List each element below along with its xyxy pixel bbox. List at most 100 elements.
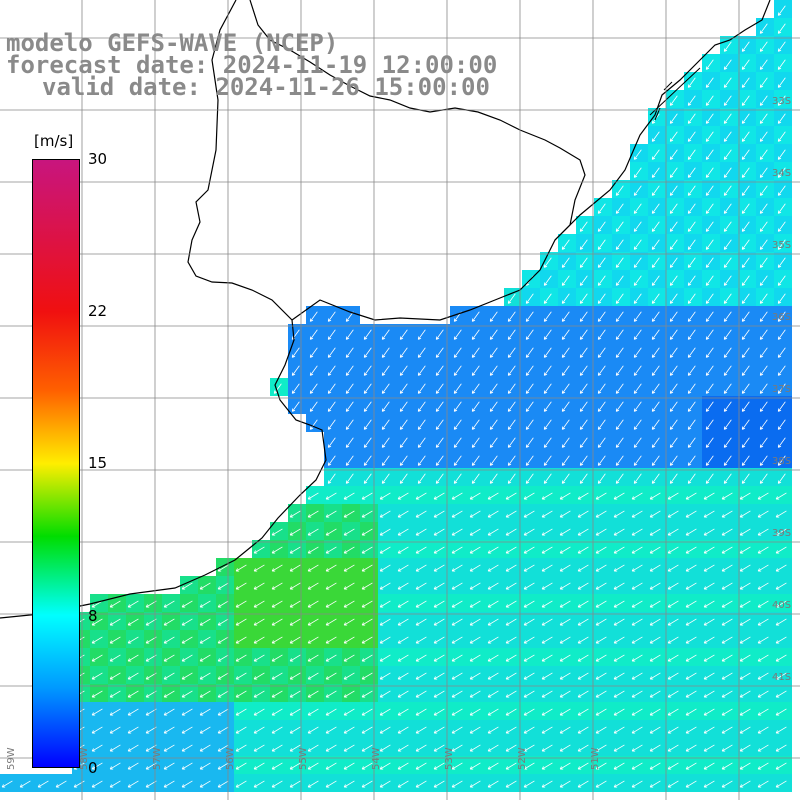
- wind-arrow: [721, 708, 733, 716]
- wind-arrow: [579, 437, 588, 448]
- coastline-uruguay: [249, 0, 586, 321]
- wind-arrow: [525, 473, 534, 484]
- wind-arrow: [687, 257, 696, 268]
- wind-arrow: [739, 492, 751, 500]
- wind-arrow: [397, 600, 409, 608]
- wind-arrow: [487, 636, 499, 644]
- wind-arrow: [597, 275, 606, 286]
- wind-arrow: [307, 510, 319, 518]
- wind-arrow: [109, 600, 121, 608]
- wind-arrow: [399, 365, 408, 376]
- wind-arrow: [289, 618, 301, 626]
- wind-arrow: [343, 582, 355, 590]
- wind-arrow: [345, 401, 354, 412]
- wind-arrow: [703, 618, 715, 626]
- wind-arrow: [561, 437, 570, 448]
- wind-arrow: [685, 564, 697, 572]
- wind-arrow: [669, 293, 678, 304]
- wind-arrow: [741, 41, 750, 52]
- wind-arrow: [469, 618, 481, 626]
- wind-arrow: [451, 636, 463, 644]
- wind-arrow: [489, 383, 498, 394]
- wind-arrow: [289, 636, 301, 644]
- wind-arrow: [415, 636, 427, 644]
- wind-arrow: [397, 780, 409, 788]
- wind-arrow: [163, 618, 175, 626]
- wind-arrow: [667, 546, 679, 554]
- wind-arrow: [723, 473, 732, 484]
- wind-arrow: [91, 618, 103, 626]
- wind-arrow: [669, 419, 678, 430]
- wind-arrow: [379, 744, 391, 752]
- wind-arrow: [541, 564, 553, 572]
- wind-arrow: [253, 762, 265, 770]
- wind-arrow: [615, 455, 624, 466]
- wind-arrow: [705, 311, 714, 322]
- wind-arrow: [309, 365, 318, 376]
- wind-arrow: [757, 564, 769, 572]
- wind-arrow: [451, 726, 463, 734]
- wind-arrow: [343, 672, 355, 680]
- wind-arrow: [487, 726, 499, 734]
- wind-arrow: [325, 708, 337, 716]
- wind-arrow: [289, 600, 301, 608]
- wind-arrow: [741, 149, 750, 160]
- wind-arrow: [415, 600, 427, 608]
- wind-arrow: [507, 329, 516, 340]
- wind-arrow: [523, 600, 535, 608]
- wind-arrow: [271, 582, 283, 590]
- wind-arrow: [667, 744, 679, 752]
- wind-arrow: [415, 546, 427, 554]
- wind-arrow: [669, 347, 678, 358]
- wind-arrow: [757, 762, 769, 770]
- wind-arrow: [109, 654, 121, 662]
- wind-arrow: [397, 546, 409, 554]
- wind-arrow: [739, 582, 751, 590]
- wind-arrow: [91, 600, 103, 608]
- wind-arrow: [163, 600, 175, 608]
- wind-arrow: [291, 383, 300, 394]
- wind-arrow: [615, 185, 624, 196]
- wind-arrow: [163, 780, 175, 788]
- wind-arrow: [687, 221, 696, 232]
- wind-arrow: [579, 383, 588, 394]
- wind-arrow: [307, 780, 319, 788]
- wind-arrow: [363, 347, 372, 358]
- wind-arrow: [705, 185, 714, 196]
- wind-arrow: [651, 437, 660, 448]
- wind-arrow: [453, 455, 462, 466]
- wind-arrow: [615, 221, 624, 232]
- wind-arrow: [613, 762, 625, 770]
- wind-arrow: [757, 528, 769, 536]
- wind-arrow: [721, 600, 733, 608]
- wind-arrow: [669, 383, 678, 394]
- wind-arrow: [631, 654, 643, 662]
- wind-arrow: [649, 654, 661, 662]
- wind-arrow: [579, 257, 588, 268]
- wind-arrow: [613, 492, 625, 500]
- wind-arrow: [381, 383, 390, 394]
- wind-arrow: [289, 654, 301, 662]
- wind-arrow: [579, 239, 588, 250]
- wind-arrow: [415, 762, 427, 770]
- wind-arrow: [235, 582, 247, 590]
- wind-arrow: [181, 690, 193, 698]
- wind-arrow: [759, 131, 768, 142]
- wind-arrow: [433, 564, 445, 572]
- wind-arrow: [343, 600, 355, 608]
- wind-arrow: [685, 708, 697, 716]
- title-valid-date: valid date: 2024-11-26 15:00:00: [42, 73, 490, 101]
- wind-arrow: [759, 59, 768, 70]
- wind-arrow: [471, 455, 480, 466]
- wind-arrow: [325, 780, 337, 788]
- wind-arrow: [669, 203, 678, 214]
- wind-arrow: [543, 419, 552, 430]
- wind-arrow: [615, 239, 624, 250]
- wind-arrow: [525, 365, 534, 376]
- wind-arrow: [379, 654, 391, 662]
- wind-arrow: [199, 762, 211, 770]
- wind-arrow: [289, 528, 301, 536]
- wind-arrow: [561, 365, 570, 376]
- wind-arrow: [667, 780, 679, 788]
- wind-arrow: [507, 293, 516, 304]
